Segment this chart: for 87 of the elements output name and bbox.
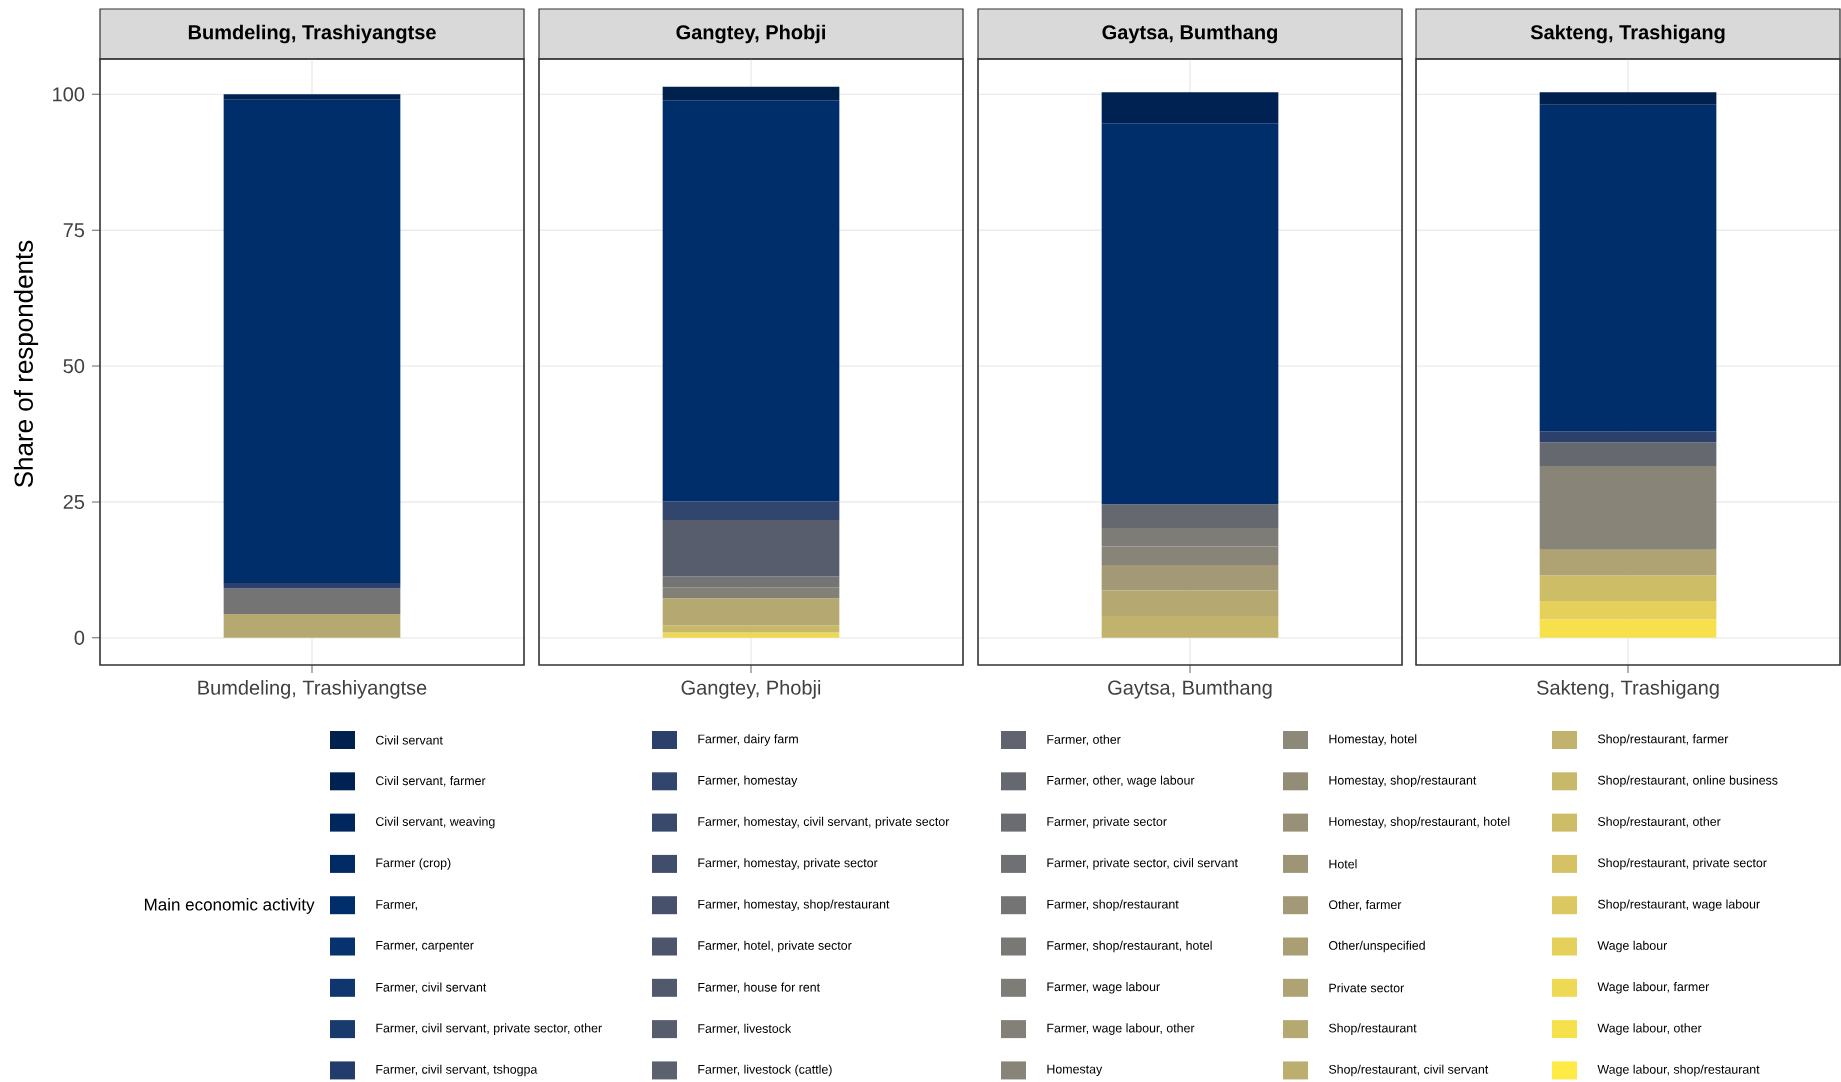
bar <box>1539 575 1717 601</box>
legend-label: Farmer, civil servant, private sector, other <box>376 1023 602 1035</box>
y-tick-label: 0 <box>74 630 85 645</box>
bar <box>1101 565 1279 591</box>
bar <box>1539 104 1717 432</box>
bar <box>662 587 840 599</box>
legend-label: Farmer, civil servant <box>376 982 487 994</box>
bar <box>223 94 401 100</box>
legend-label: Farmer, civil servant, tshogpa <box>376 1064 538 1077</box>
y-tick-label: 25 <box>63 494 85 510</box>
legend-label: Homestay, shop/restaurant, hotel <box>1329 816 1510 829</box>
legend-label: Wage labour, farmer <box>1597 982 1710 994</box>
bar <box>662 100 840 502</box>
legend-label: Farmer, homestay <box>698 775 798 788</box>
bar <box>662 86 840 101</box>
bar <box>1539 431 1717 443</box>
legend-label: Farmer, dairy farm <box>698 734 798 746</box>
legend-label: Farmer, wage labour, other <box>1047 1023 1195 1035</box>
legend-label: Farmer, shop/restaurant, hotel <box>1047 940 1212 953</box>
y-tick-label: 50 <box>63 359 85 374</box>
x-tick-label: Gangtey, Phobji <box>681 680 821 699</box>
bar <box>223 99 401 583</box>
legend-label: Homestay, hotel <box>1329 734 1417 746</box>
y-tick-label: 100 <box>53 87 85 102</box>
x-tick-label: Sakteng, Trashigang <box>1537 680 1719 699</box>
bar <box>223 613 401 638</box>
legend-label: Farmer, shop/restaurant <box>1047 899 1179 911</box>
x-tick-label: Gaytsa, Bumthang <box>1108 680 1272 699</box>
bar <box>1539 619 1717 638</box>
legend-label: Farmer, other, wage labour <box>1047 775 1195 788</box>
legend-label: Farmer, wage labour <box>1047 982 1160 994</box>
legend-label: Farmer (crop) <box>376 858 451 870</box>
bar <box>1539 549 1717 576</box>
legend-label: Wage labour, other <box>1597 1023 1702 1035</box>
legend-label: Farmer, <box>376 900 417 911</box>
legend-label: Civil servant <box>376 735 443 745</box>
legend-label: Civil servant, weaving <box>376 816 495 829</box>
category-label: Bumdeling, Trashiyangtse <box>188 24 436 44</box>
bar <box>1101 92 1279 124</box>
bar <box>662 625 840 633</box>
legend-label: Farmer, livestock (cattle) <box>698 1064 832 1077</box>
bar <box>662 519 840 577</box>
legend-label: Other/unspecified <box>1329 940 1425 953</box>
legend-label: Other, farmer <box>1329 899 1402 911</box>
bar <box>1539 466 1717 550</box>
bar <box>1539 600 1717 620</box>
category-label: Gangtey, Phobji <box>676 24 825 44</box>
legend-label: Farmer, private sector <box>1047 816 1167 829</box>
bar <box>662 576 840 588</box>
legend-label: Wage labour <box>1597 940 1668 953</box>
legend-label: Shop/restaurant, farmer <box>1597 734 1729 746</box>
legend-label: Homestay <box>1047 1064 1103 1076</box>
bar <box>1101 123 1279 505</box>
y-axis-title: Share of respondents <box>13 240 39 488</box>
legend-label: Farmer, homestay, civil servant, private sector <box>698 816 950 829</box>
x-tick-label: Bumdeling, Trashiyangtse <box>198 680 427 699</box>
legend-label: Homestay, shop/restaurant <box>1329 775 1477 788</box>
legend-label: Shop/restaurant, civil servant <box>1328 1064 1489 1077</box>
legend-label: Civil servant, farmer <box>376 776 486 787</box>
y-tick-label: 75 <box>63 223 85 238</box>
legend-label: Shop/restaurant, wage labour <box>1597 899 1760 911</box>
legend-label: Shop/restaurant, private sector <box>1597 858 1767 870</box>
bar <box>662 632 840 638</box>
legend-label: Farmer, other <box>1047 734 1121 746</box>
bar <box>1539 92 1717 105</box>
legend-title: Main economic activity <box>144 898 315 914</box>
bar <box>662 598 840 626</box>
category-label: Sakteng, Trashigang <box>1530 24 1725 44</box>
legend-label: Private sector <box>1329 983 1404 993</box>
legend-label: Farmer, private sector, civil servant <box>1047 858 1238 870</box>
legend-label: Farmer, homestay, shop/restaurant <box>698 899 890 911</box>
bar <box>1539 442 1717 467</box>
legend-label: Wage labour, shop/restaurant <box>1597 1064 1760 1077</box>
bar <box>223 582 401 589</box>
legend-label: Farmer, hotel, private sector <box>698 940 852 953</box>
bar <box>1101 504 1279 529</box>
legend-label: Farmer, carpenter <box>376 940 474 953</box>
category-label: Gaytsa, Bumthang <box>1102 24 1278 44</box>
legend-label: Hotel <box>1329 859 1357 869</box>
legend-label: Farmer, house for rent <box>698 982 820 994</box>
legend-label: Farmer, homestay, private sector <box>698 858 878 870</box>
bar <box>662 501 840 520</box>
legend-label: Farmer, livestock <box>698 1023 792 1035</box>
bar <box>223 588 401 614</box>
legend-label: Shop/restaurant, online business <box>1597 775 1778 788</box>
legend-label: Shop/restaurant, other <box>1597 816 1721 829</box>
legend-label: Shop/restaurant <box>1328 1023 1417 1035</box>
